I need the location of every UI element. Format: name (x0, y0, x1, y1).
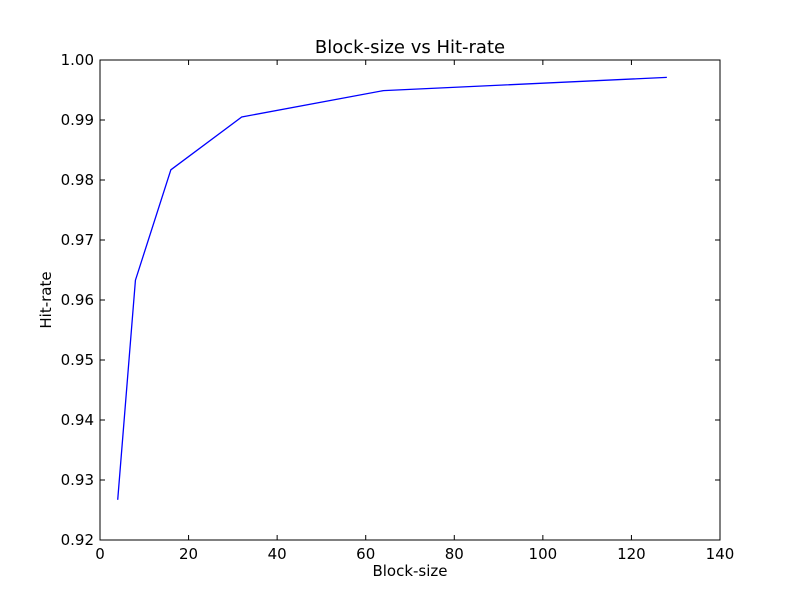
plot-area: 0 20 40 60 80 100 120 140 0.92 0.93 0.94 0.95 0.96 0.… (61, 51, 735, 563)
y-tick-label: 0.96 (61, 291, 94, 309)
x-tick-label: 20 (179, 545, 198, 563)
x-tick-label: 100 (529, 545, 558, 563)
x-tick-label: 0 (95, 545, 105, 563)
y-tick-label: 0.92 (61, 531, 94, 549)
chart-title: Block-size vs Hit-rate (315, 37, 505, 58)
x-tick-label: 120 (617, 545, 646, 563)
y-tick-label: 0.95 (61, 351, 94, 369)
x-tick-label: 40 (268, 545, 287, 563)
y-tick-label: 0.94 (61, 411, 94, 429)
x-tick-label: 80 (445, 545, 464, 563)
series-line (117, 76, 667, 500)
x-tick-label: 60 (356, 545, 375, 563)
y-tick-label: 0.99 (61, 111, 94, 129)
x-axis-label: Block-size (372, 562, 447, 580)
y-tick-label: 1.00 (61, 51, 94, 69)
x-tick-label: 140 (706, 545, 735, 563)
plot-frame (99, 59, 721, 541)
y-tick-label: 0.97 (61, 231, 94, 249)
y-tick-label: 0.98 (61, 171, 94, 189)
y-axis-label: Hit-rate (37, 271, 55, 328)
y-tick-label: 0.93 (61, 471, 94, 489)
